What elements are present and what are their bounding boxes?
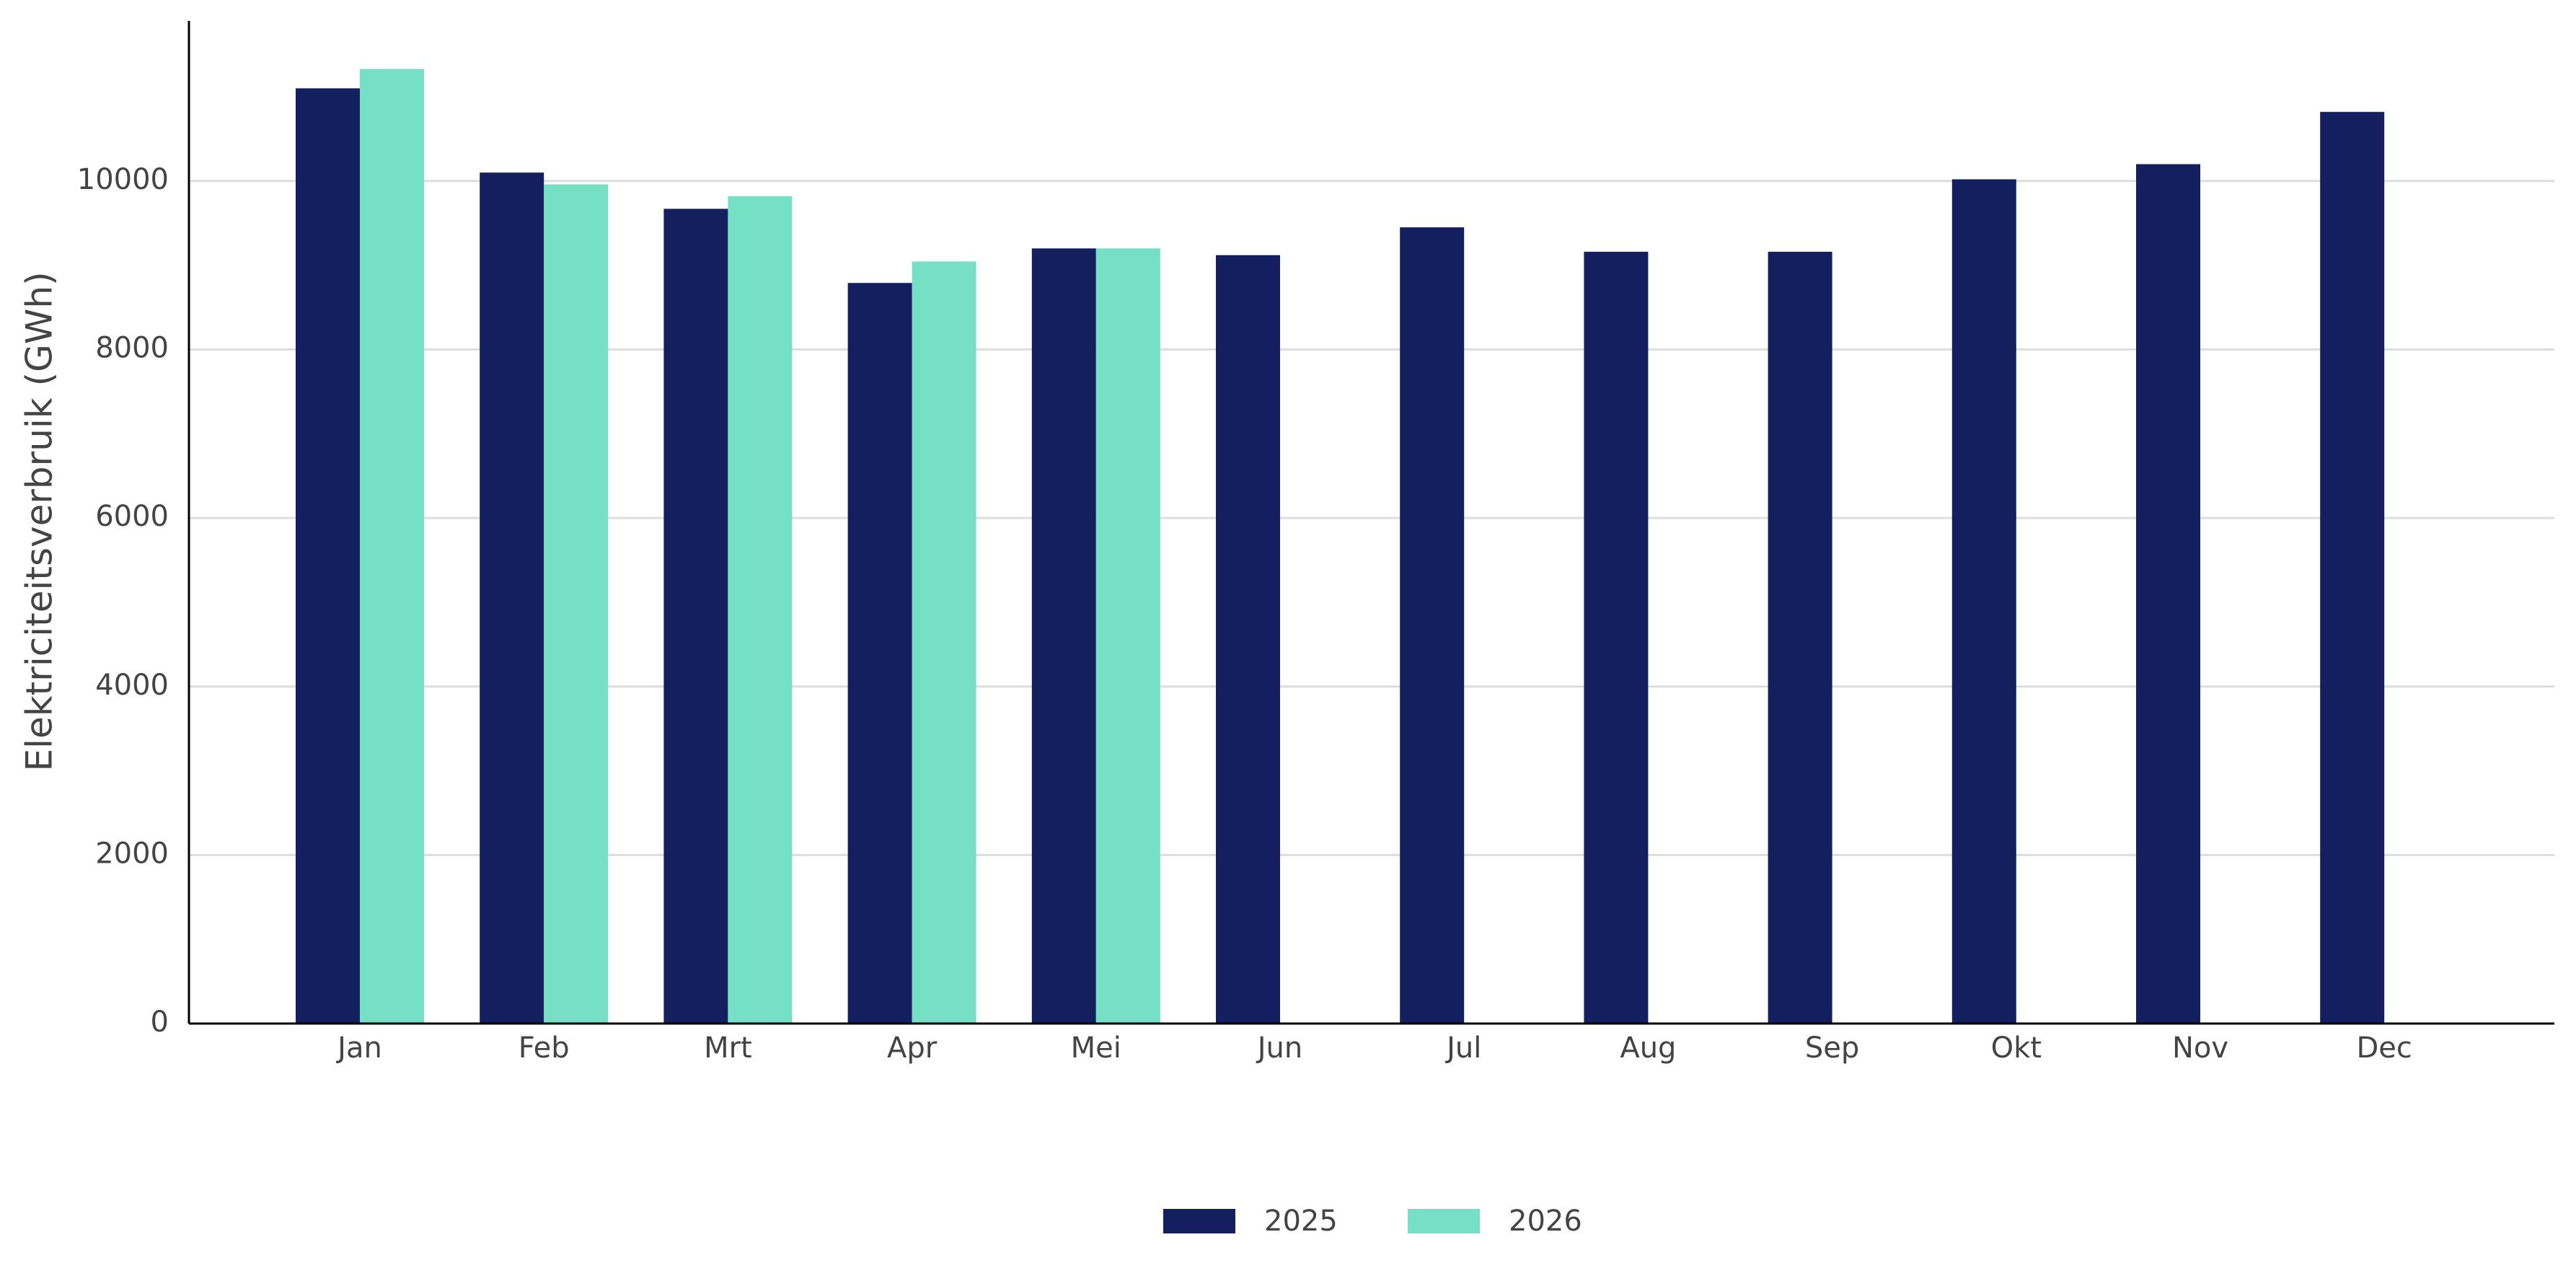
y-axis-label: Elektriciteitsverbruik (GWh) [19,271,61,771]
bar [1951,179,2016,1024]
bar [480,172,544,1024]
x-tick-label: Aug [1620,1031,1676,1065]
bar [1400,227,1465,1024]
y-tick-label: 6000 [95,500,169,533]
bar [912,261,976,1024]
bar [360,69,424,1024]
legend-swatch [1408,1209,1480,1233]
bar [1584,252,1649,1024]
bar [544,184,609,1024]
x-tick-label: Mei [1071,1031,1121,1065]
y-tick-label: 8000 [95,332,169,365]
legend-label: 2026 [1509,1205,1582,1238]
x-tick-label: Apr [887,1031,938,1065]
y-tick-label: 4000 [95,669,169,702]
y-tick-label: 2000 [95,837,169,870]
y-tick-label: 10000 [77,163,169,196]
bar [1216,255,1280,1024]
x-tick-label: Jun [1256,1031,1303,1065]
bar [1095,248,1160,1024]
legend-label: 2025 [1264,1205,1338,1238]
x-tick-label: Sep [1805,1031,1859,1065]
x-tick-label: Feb [519,1031,570,1065]
bar [663,208,728,1024]
x-tick-label: Mrt [704,1031,752,1065]
bar [728,195,793,1024]
legend-swatch [1163,1209,1235,1233]
bar [1031,248,1096,1024]
bar [2320,112,2385,1024]
x-tick-label: Okt [1991,1031,2042,1065]
x-tick-label: Dec [2356,1031,2412,1065]
bar [2136,164,2200,1024]
bar [1768,252,1832,1024]
x-tick-label: Jan [335,1031,382,1065]
y-tick-label: 0 [151,1006,169,1039]
x-tick-label: Jul [1444,1031,1481,1065]
bar [296,88,360,1024]
bar [847,283,912,1024]
x-tick-label: Nov [2172,1031,2228,1065]
